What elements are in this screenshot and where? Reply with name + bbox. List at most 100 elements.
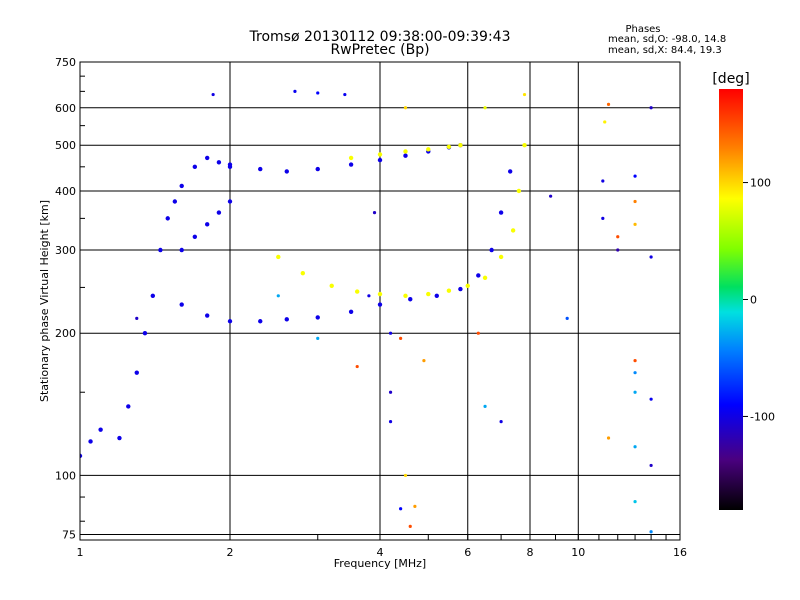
trace-point [179,183,184,189]
scatter-point [276,294,280,298]
trace-point [258,166,263,172]
scatter-point [649,255,653,259]
x-tick-label: 4 [377,546,384,559]
trace-point [179,247,184,253]
scatter-point [616,248,620,252]
y-tick-label: 750 [55,56,76,69]
colorbar [719,89,743,510]
trace-point [498,210,504,215]
trace-point [276,254,281,260]
trace-point [158,247,163,253]
chart-subtitle: RwPretec (Bp) [330,42,429,58]
x-tick-label: 8 [527,546,534,559]
trace-point [426,291,431,297]
scatter-point [633,359,637,363]
trace-point [510,228,516,233]
y-tick-label: 200 [55,327,76,340]
scatter-point [293,89,297,93]
scatter-point [483,404,487,408]
trace-point [192,234,198,239]
scatter-point [601,179,605,183]
grid [80,62,680,540]
scatter-point [603,120,607,124]
trace-point [354,289,360,294]
trace-point [434,293,439,298]
y-axis-label: Stationary phase Virtual Height [km] [38,200,51,402]
trace-point [150,293,156,298]
x-tick-label: 10 [571,546,585,559]
trace-point [522,142,527,148]
trace-point [403,149,408,154]
trace-point [403,293,408,298]
trace-point [476,273,481,278]
trace-point [377,152,383,157]
trace-point [489,247,494,253]
scatter-point [388,390,393,394]
scatter-point [649,463,653,468]
trace-point [117,435,122,441]
scatter-point [388,331,393,335]
scatter-point [367,294,371,298]
trace-point [403,153,408,158]
trace-point [216,160,222,165]
scatter-point [499,419,503,424]
scatter-point [633,222,637,226]
axis-ticks: 1 2 4 6 8 10 16 75 100 200 300 400 500 600 750 [55,56,687,559]
chart-title: Tromsø 20130112 09:38:00-09:39:43 [249,29,511,45]
x-tick-label: 16 [673,546,687,559]
scatter-point [633,445,637,449]
scatter-point [601,216,605,220]
trace-point [165,216,170,221]
y-tick-label: 75 [62,528,76,541]
trace-point [98,427,103,432]
trace-point [204,313,210,318]
scatter-point [388,419,393,424]
trace-point [134,370,139,375]
scatter-point [616,235,620,239]
trace-point [172,199,178,204]
scatter-point [403,106,408,110]
trace-point [227,164,233,170]
trace-point [88,439,93,444]
trace-point [446,144,452,150]
scatter-point [408,524,412,529]
scatter-point [649,530,653,534]
scatter-point [372,210,377,215]
trace-point [426,147,431,152]
stats-heading: Phases [625,24,660,35]
trace-point [507,169,513,174]
scatter-point [403,473,408,478]
trace-point [315,315,320,320]
scatter-point [316,91,320,95]
y-tick-label: 600 [55,102,76,115]
colorbar-tick-label: 100 [750,177,771,190]
trace-point [446,288,452,293]
stats-line-x: mean, sd,X: 84.4, 19.3 [608,45,722,56]
trace-point [348,309,354,314]
trace-point [300,270,306,276]
trace-point [179,302,184,307]
trace-point [482,275,488,280]
colorbar-ticks: -100 0 100 [743,177,775,423]
scatter-point [549,194,553,198]
trace-point [258,319,263,324]
scatter-point [211,92,215,97]
scatter-point [476,331,480,335]
data-points [80,89,653,534]
trace-point [348,162,354,167]
trace-point [284,169,289,174]
stats-line-o: mean, sd,O: -98.0, 14.8 [608,34,726,45]
trace-point [227,319,233,324]
trace-point [465,283,470,288]
colorbar-tick-label: 0 [750,294,757,307]
trace-point [458,142,463,148]
colorbar-tick-label: -100 [750,410,775,423]
trace-point [142,331,148,336]
x-tick-label: 6 [464,546,471,559]
y-tick-label: 500 [55,139,76,152]
trace-point [80,453,83,459]
scatter-point [606,102,611,106]
scatter-point [633,371,637,375]
trace-point [377,157,383,163]
